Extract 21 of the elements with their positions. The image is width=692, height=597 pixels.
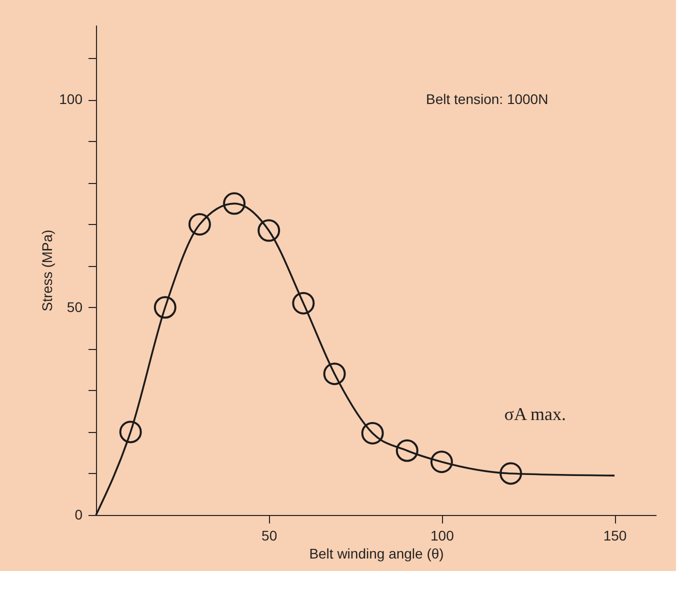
- point: [430, 450, 453, 474]
- x-tick-label: 50: [262, 528, 278, 544]
- x-tick-label: 150: [603, 528, 627, 544]
- annotation: σA max.: [504, 404, 566, 424]
- point: [292, 292, 315, 314]
- y-axis-title: Stress (MPa): [39, 230, 56, 312]
- annotation: Belt tension: 1000N: [426, 91, 548, 107]
- point: [323, 362, 346, 386]
- point: [154, 296, 176, 319]
- point: [119, 420, 142, 444]
- point: [500, 462, 522, 485]
- y-tick-label: 100: [59, 91, 83, 108]
- y-tick-label: 0: [74, 506, 83, 522]
- point: [396, 439, 418, 462]
- point: [188, 213, 211, 236]
- x-tick-label: 100: [430, 528, 454, 544]
- x-axis-title: Belt winding angle (θ): [309, 546, 444, 562]
- y-tick-label: 50: [66, 298, 83, 315]
- point: [223, 192, 246, 215]
- point: [361, 422, 384, 444]
- point: [258, 219, 280, 242]
